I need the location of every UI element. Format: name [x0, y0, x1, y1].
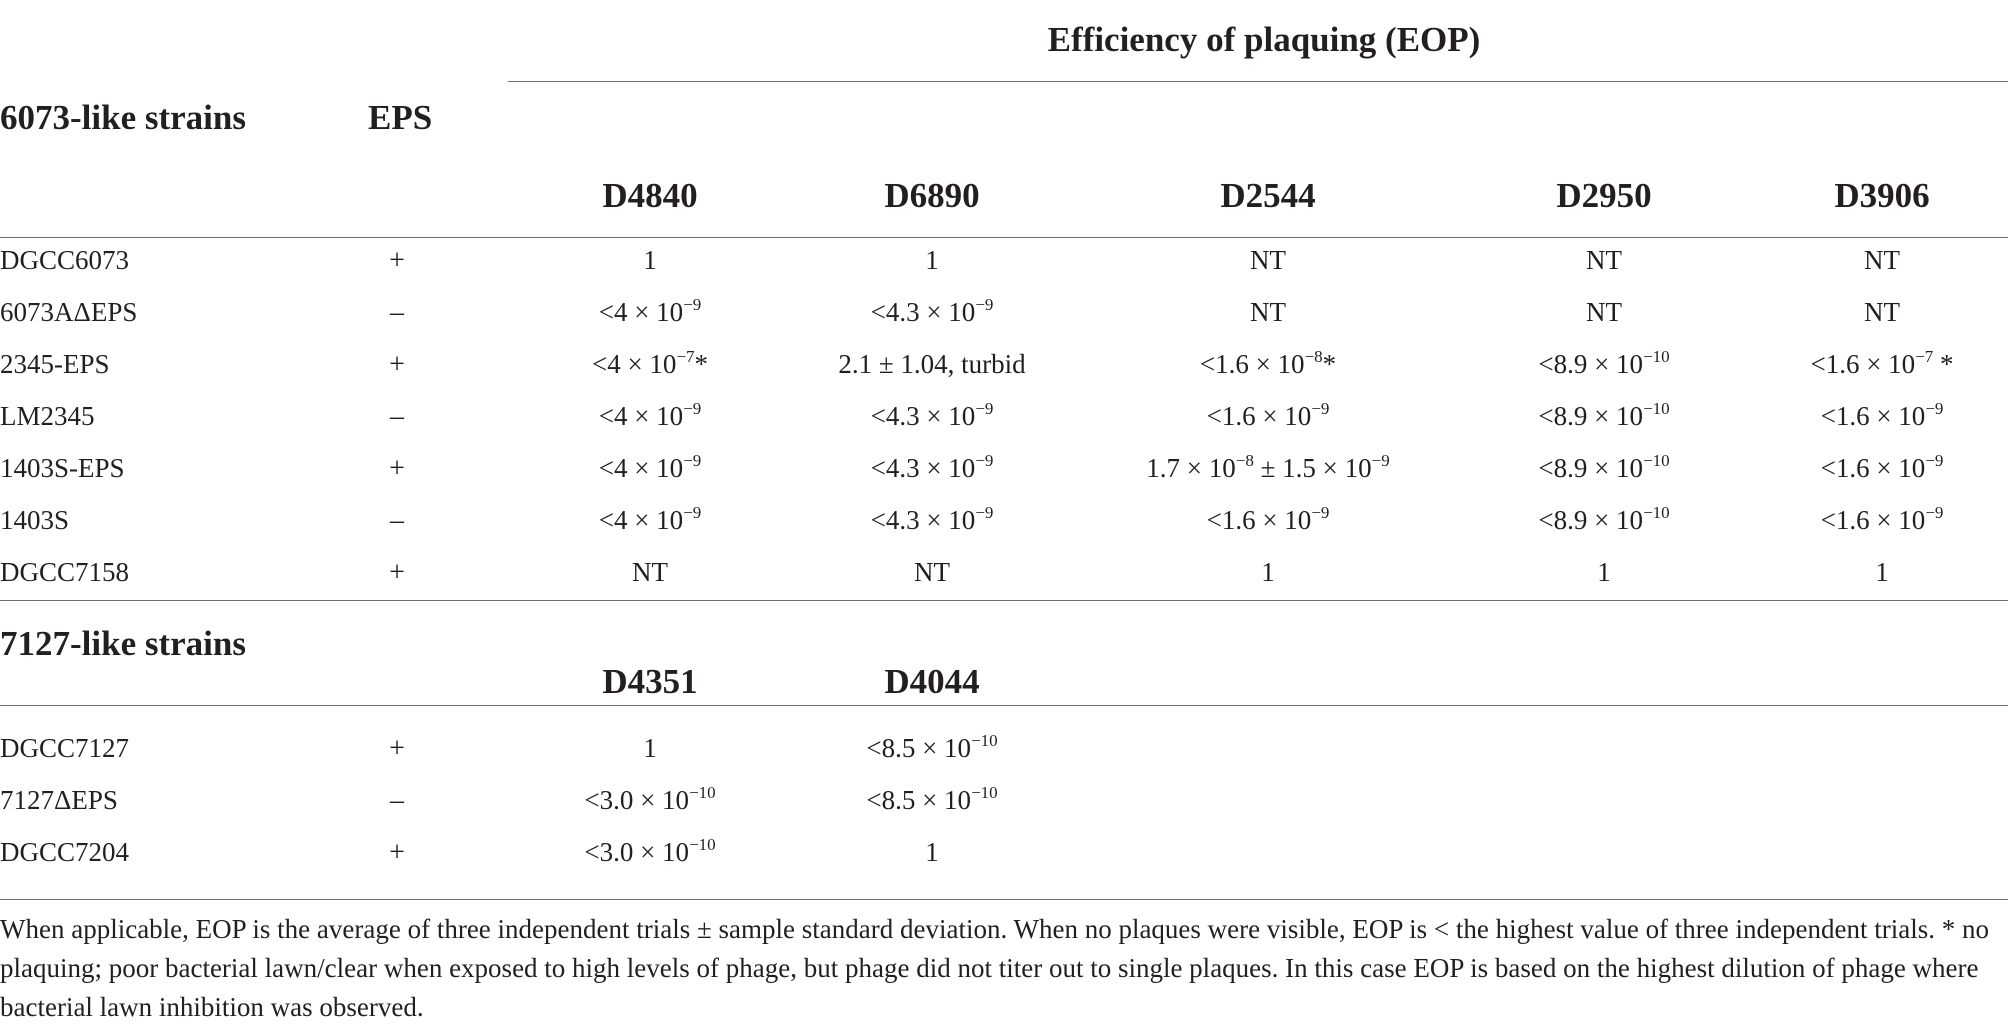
eps-status: + [389, 557, 405, 588]
strain-name: DGCC7158 [0, 557, 130, 587]
section-rule [0, 600, 2008, 601]
eop-value: <8.9 × 10−10 [1538, 451, 1670, 483]
eps-status: – [390, 505, 404, 536]
eop-value: <4 × 10−9 [598, 295, 702, 327]
eps-status: – [390, 401, 404, 432]
strain-name: LM2345 [0, 401, 95, 431]
eop-value: <4 × 10−7* [591, 347, 709, 379]
eop-value: NT [1864, 297, 1900, 327]
eop-value: <3.0 × 10−10 [584, 835, 716, 867]
eop-value: 1 [925, 837, 939, 867]
eps-status: + [389, 837, 405, 868]
group-header: Efficiency of plaquing (EOP) [1047, 20, 1481, 59]
s6073-phage-header-D4840: D4840 [602, 176, 698, 215]
strain-name: 6073AΔEPS [0, 297, 138, 327]
strain-name: 2345-EPS [0, 349, 110, 379]
eop-value: <1.6 × 10−9 [1820, 451, 1944, 483]
eop-value: <1.6 × 10−9 [1820, 503, 1944, 535]
eop-value: NT [1586, 297, 1622, 327]
eop-value: <8.9 × 10−10 [1538, 347, 1670, 379]
eps-status: + [389, 733, 405, 764]
eop-value: <4.3 × 10−9 [870, 295, 994, 327]
s6073-phage-header-D3906: D3906 [1834, 176, 1930, 215]
eop-value: <1.6 × 10−9 [1206, 399, 1330, 431]
eop-value: <8.5 × 10−10 [866, 783, 998, 815]
eop-value: <3.0 × 10−10 [584, 783, 716, 815]
s6073-phage-header-D2544: D2544 [1220, 176, 1316, 215]
header-rule-7127 [0, 705, 2008, 706]
eop-value: <1.6 × 10−9 [1820, 399, 1944, 431]
eop-value: 1 [1597, 557, 1611, 587]
eop-value: <4 × 10−9 [598, 503, 702, 535]
eps-status: – [390, 785, 404, 816]
eop-value: NT [1864, 245, 1900, 275]
eps-column-header: EPS [368, 98, 433, 137]
eps-status: – [390, 297, 404, 328]
eop-value: <8.9 × 10−10 [1538, 399, 1670, 431]
eop-value: <1.6 × 10−9 [1206, 503, 1330, 535]
header-rule [0, 237, 2008, 238]
eop-value: <4 × 10−9 [598, 451, 702, 483]
strain-name: 7127ΔEPS [0, 785, 118, 815]
eop-value: <8.5 × 10−10 [866, 731, 998, 763]
table-footnote: When applicable, EOP is the average of t… [0, 914, 1989, 1022]
strain-name: DGCC7204 [0, 837, 130, 867]
bottom-rule [0, 899, 2008, 900]
eop-value: 1 [1261, 557, 1275, 587]
strain-name: DGCC6073 [0, 245, 130, 275]
s7127-phage-header-D4351: D4351 [602, 662, 698, 701]
eop-value: <1.6 × 10−8* [1199, 347, 1337, 379]
eop-value: <1.6 × 10−7 * [1810, 347, 1954, 379]
eop-value: 1 [643, 733, 657, 763]
eop-value: 1 [1875, 557, 1889, 587]
s6073-phage-header-D6890: D6890 [884, 176, 980, 215]
eop-value: 1 [925, 245, 939, 275]
section-6073-label: 6073-like strains [0, 98, 246, 137]
group-header-rule [508, 81, 2008, 82]
section-7127-label: 7127-like strains [0, 624, 246, 663]
eop-value: <4 × 10−9 [598, 399, 702, 431]
eps-status: + [389, 453, 405, 484]
eop-value: <4.3 × 10−9 [870, 503, 994, 535]
eps-status: + [389, 349, 405, 380]
eop-value: 1.7 × 10−8 ± 1.5 × 10−9 [1146, 451, 1390, 483]
eop-value: 1 [643, 245, 657, 275]
eop-value: NT [914, 557, 950, 587]
eps-status: + [389, 245, 405, 276]
eop-value: <4.3 × 10−9 [870, 399, 994, 431]
s7127-phage-header-D4044: D4044 [884, 662, 980, 701]
eop-value: 2.1 ± 1.04, turbid [838, 349, 1026, 379]
eop-value: NT [632, 557, 668, 587]
s6073-phage-header-D2950: D2950 [1556, 176, 1652, 215]
strain-name: 1403S [0, 505, 70, 535]
eop-value: NT [1250, 297, 1286, 327]
strain-name: 1403S-EPS [0, 453, 125, 483]
eop-value: <8.9 × 10−10 [1538, 503, 1670, 535]
eop-value: <4.3 × 10−9 [870, 451, 994, 483]
eop-value: NT [1250, 245, 1286, 275]
strain-name: DGCC7127 [0, 733, 130, 763]
eop-value: NT [1586, 245, 1622, 275]
